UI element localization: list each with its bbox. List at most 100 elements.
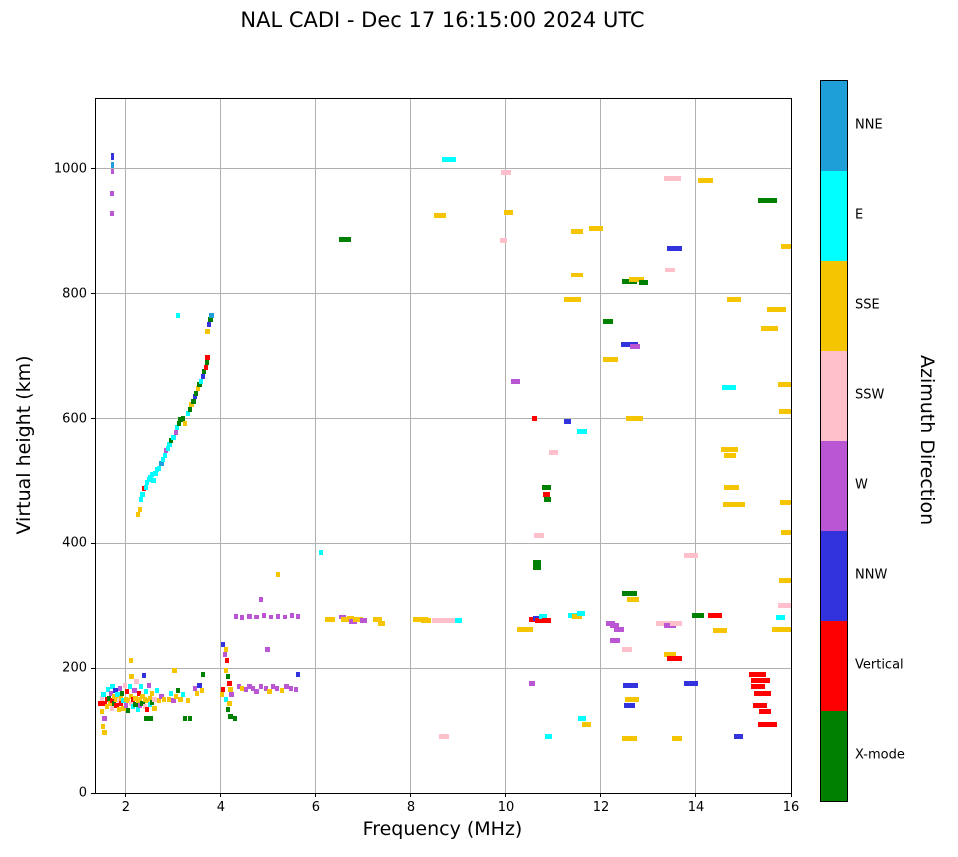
data-point xyxy=(254,614,259,620)
x-tick-label: 8 xyxy=(406,800,416,815)
data-point xyxy=(121,698,126,704)
data-point xyxy=(143,715,148,721)
data-point xyxy=(724,453,737,459)
data-point xyxy=(672,735,682,741)
data-point xyxy=(195,690,200,696)
x-tick-mark xyxy=(695,793,697,797)
data-point xyxy=(548,450,559,456)
data-point xyxy=(159,693,164,699)
data-point xyxy=(143,688,148,694)
data-point xyxy=(203,364,208,370)
colorbar-label-nne: NNE xyxy=(855,117,883,133)
data-point xyxy=(154,687,159,693)
colorbar xyxy=(820,80,848,802)
data-point xyxy=(128,658,133,664)
y-axis-label: Virtual height (km) xyxy=(13,355,35,535)
data-point xyxy=(236,684,242,690)
data-point xyxy=(152,696,157,702)
data-point xyxy=(603,356,618,362)
chart-title: NAL CADI - Dec 17 16:15:00 2024 UTC xyxy=(240,8,645,32)
data-point xyxy=(126,708,131,714)
colorbar-segment-nnw xyxy=(821,531,847,621)
data-point xyxy=(107,701,112,707)
data-point xyxy=(339,236,352,242)
data-point xyxy=(204,359,209,365)
data-point xyxy=(178,696,183,702)
data-point xyxy=(161,696,167,702)
data-point xyxy=(133,701,138,707)
data-point xyxy=(665,267,675,273)
data-point xyxy=(712,628,727,634)
data-point xyxy=(630,344,640,350)
data-point xyxy=(240,685,245,691)
gridline-x xyxy=(695,99,697,793)
data-point xyxy=(187,406,193,412)
colorbar-labels: NNE E SSE SSW W NNW Vertical X-mode xyxy=(855,80,935,800)
data-point xyxy=(528,617,536,622)
data-point xyxy=(146,683,151,689)
data-point xyxy=(724,484,739,490)
data-point xyxy=(577,428,587,434)
data-point xyxy=(534,533,544,539)
data-point xyxy=(228,714,233,720)
data-point xyxy=(162,453,167,459)
data-point xyxy=(149,700,155,705)
data-point xyxy=(189,402,194,408)
data-point xyxy=(605,620,616,626)
data-point xyxy=(202,369,207,375)
data-point xyxy=(720,447,738,453)
data-point xyxy=(137,690,142,696)
colorbar-label-w: W xyxy=(855,477,868,493)
data-point xyxy=(541,617,552,623)
data-point xyxy=(229,691,234,697)
data-point xyxy=(263,685,269,691)
data-point xyxy=(629,277,644,283)
data-point xyxy=(781,529,791,535)
data-point xyxy=(142,704,148,710)
data-point xyxy=(625,416,643,422)
x-axis-label: Frequency (MHz) xyxy=(362,818,523,840)
colorbar-title: Azimuth Direction xyxy=(916,354,938,526)
data-point xyxy=(225,674,231,680)
data-point xyxy=(545,734,553,740)
data-point xyxy=(571,228,584,234)
data-point xyxy=(119,695,124,701)
colorbar-segment-sse xyxy=(821,261,847,351)
x-tick-mark xyxy=(410,793,412,797)
data-point xyxy=(102,715,107,721)
data-point xyxy=(128,701,133,707)
data-point xyxy=(761,325,778,331)
data-point xyxy=(289,685,294,691)
data-point xyxy=(267,688,272,694)
data-point xyxy=(779,408,791,414)
data-point xyxy=(206,322,212,328)
data-point xyxy=(754,690,771,696)
data-point xyxy=(110,684,115,690)
data-point xyxy=(104,696,110,702)
data-point xyxy=(135,698,140,704)
data-point xyxy=(149,690,155,696)
data-point xyxy=(564,419,572,425)
data-point xyxy=(346,615,354,621)
data-point xyxy=(282,614,288,620)
data-point xyxy=(168,437,174,443)
data-point xyxy=(377,620,386,626)
data-point xyxy=(581,721,592,727)
data-point xyxy=(752,703,768,709)
data-point xyxy=(138,696,143,702)
data-point xyxy=(228,686,233,692)
data-point xyxy=(663,651,676,657)
data-point xyxy=(111,162,115,169)
data-point xyxy=(777,381,791,387)
data-point xyxy=(767,306,787,312)
data-point xyxy=(97,701,102,707)
data-point xyxy=(138,703,143,709)
data-point xyxy=(223,668,228,674)
data-point xyxy=(284,684,289,690)
colorbar-segment-nne xyxy=(821,81,847,171)
data-point xyxy=(130,696,136,702)
data-point xyxy=(758,709,771,715)
x-tick-mark xyxy=(125,793,127,797)
x-tick-mark xyxy=(790,793,792,797)
gridline-x xyxy=(505,99,507,793)
